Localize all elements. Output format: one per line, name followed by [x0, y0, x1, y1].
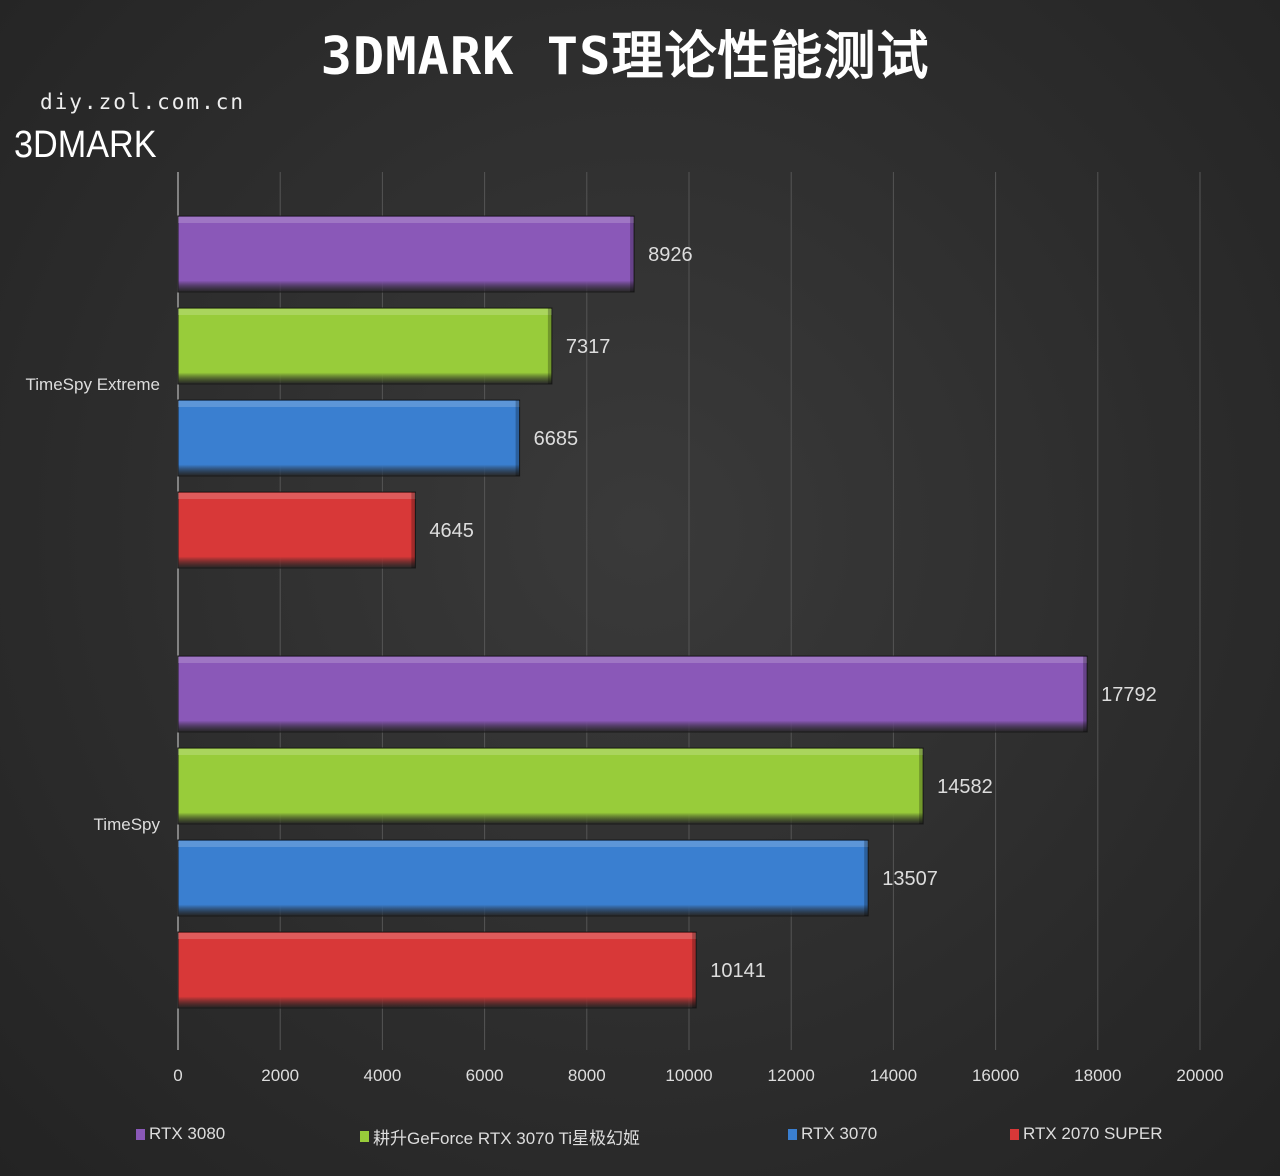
data-label: 10141 — [710, 960, 766, 982]
legend-label: RTX 3080 — [149, 1124, 226, 1143]
legend-label: RTX 2070 SUPER — [1023, 1124, 1163, 1143]
data-label: 17792 — [1101, 684, 1157, 706]
data-label: 4645 — [429, 520, 474, 542]
legend-label: 耕升GeForce RTX 3070 Ti星极幻姬 — [373, 1129, 641, 1148]
bar — [177, 655, 1088, 733]
category-label: TimeSpy Extreme — [26, 375, 160, 394]
data-label: 14582 — [937, 776, 993, 798]
x-tick-label: 12000 — [768, 1066, 815, 1085]
x-tick-label: 18000 — [1074, 1066, 1121, 1085]
x-tick-label: 14000 — [870, 1066, 917, 1085]
data-label: 7317 — [566, 336, 611, 358]
bar — [177, 491, 416, 569]
bar — [177, 839, 869, 917]
x-tick-label: 10000 — [665, 1066, 712, 1085]
bar-edge — [919, 748, 924, 824]
legend-swatch — [1010, 1128, 1019, 1140]
category-label: TimeSpy — [94, 815, 161, 834]
bar-highlight — [178, 309, 552, 315]
data-label: 13507 — [882, 868, 938, 890]
bar-edge — [692, 932, 697, 1008]
legend-item: RTX 3080 — [136, 1124, 225, 1144]
bar-highlight — [178, 493, 416, 499]
bar — [177, 215, 635, 293]
bar — [177, 747, 924, 825]
legend-item: RTX 2070 SUPER — [1010, 1124, 1163, 1144]
legend-swatch — [788, 1128, 797, 1140]
bar-edge — [864, 840, 869, 916]
x-tick-label: 8000 — [568, 1066, 606, 1085]
x-tick-label: 16000 — [972, 1066, 1019, 1085]
legend-label: RTX 3070 — [801, 1124, 878, 1143]
legend-swatch — [136, 1128, 145, 1140]
bar-edge — [547, 308, 552, 384]
data-label: 6685 — [534, 428, 579, 450]
x-tick-label: 2000 — [261, 1066, 299, 1085]
bar — [177, 399, 521, 477]
bar-edge — [1083, 656, 1088, 732]
bar-highlight — [178, 749, 924, 755]
x-tick-label: 6000 — [466, 1066, 504, 1085]
3dmark-logo: 3DMARK — [14, 124, 157, 166]
bar-highlight — [178, 401, 520, 407]
bar-highlight — [178, 657, 1088, 663]
bar-edge — [411, 492, 416, 568]
bar-highlight — [178, 933, 697, 939]
bar-edge — [630, 216, 635, 292]
chart-title: 3DMARK TS理论性能测试 — [320, 27, 930, 87]
bar-edge — [515, 400, 520, 476]
legend-swatch — [360, 1131, 369, 1142]
watermark: diy.zol.com.cn — [40, 90, 246, 114]
bar-highlight — [178, 841, 869, 847]
bar — [177, 307, 553, 385]
bar-highlight — [178, 217, 635, 223]
legend-item: 耕升GeForce RTX 3070 Ti星极幻姬 — [360, 1124, 640, 1149]
bar — [177, 931, 697, 1009]
legend-item: RTX 3070 — [788, 1124, 877, 1144]
x-tick-label: 20000 — [1176, 1066, 1223, 1085]
data-label: 8926 — [648, 244, 693, 266]
x-tick-label: 0 — [173, 1066, 182, 1085]
x-tick-label: 4000 — [363, 1066, 401, 1085]
